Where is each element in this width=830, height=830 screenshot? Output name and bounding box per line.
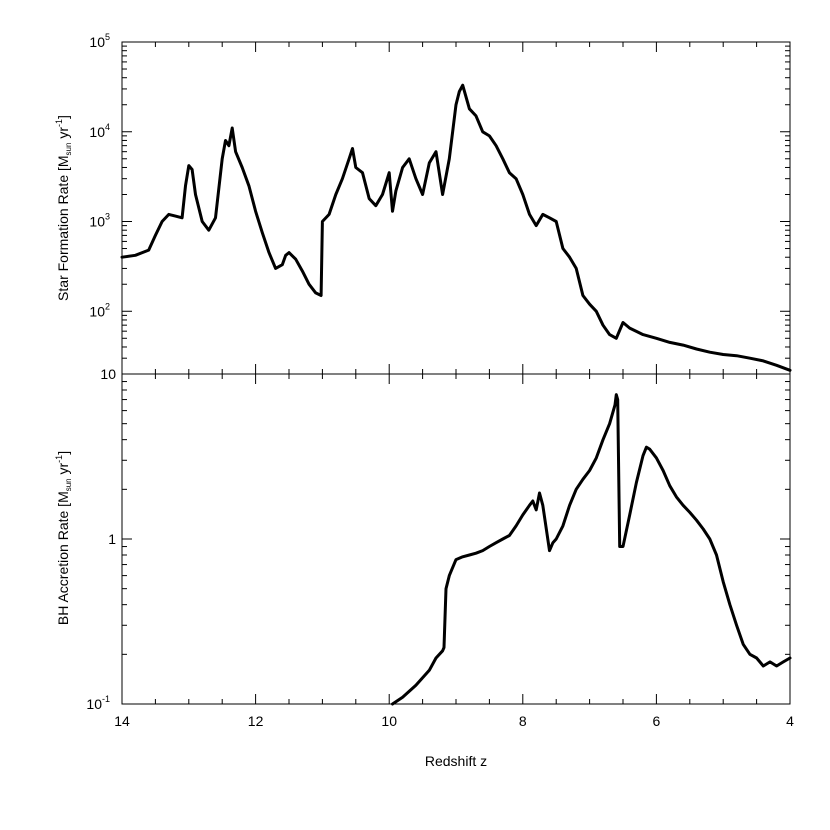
bh-y-tick-label: 10-1 (86, 694, 110, 712)
bh-y-tick-label: 10 (100, 366, 116, 382)
sfr-y-tick-label: 105 (89, 32, 110, 50)
bh-y-axis-label: BH Accretion Rate [Msun yr-1] (54, 451, 73, 625)
bh-plot-frame (121, 373, 791, 705)
sfr-y-axis-label: Star Formation Rate [Msun yr-1] (54, 115, 73, 301)
bh-y-ticks: 10-1 1 10 (86, 366, 790, 712)
x-tick-label: 14 (114, 713, 130, 729)
sfr-x-ticks (121, 42, 791, 374)
bh-x-ticks: 14 12 10 8 6 4 (114, 374, 794, 729)
x-tick-label: 10 (381, 713, 397, 729)
x-tick-label: 12 (248, 713, 264, 729)
bh-panel: 14 12 10 8 6 4 10-1 1 10 BH Accretion Rate [Msu… (54, 366, 794, 769)
sfr-y-tick-label: 104 (89, 122, 110, 140)
x-axis-label: Redshift z (425, 753, 487, 769)
sfr-series-line (120, 83, 792, 372)
sfr-plot-frame (121, 41, 791, 375)
sfr-y-tick-label: 102 (89, 301, 110, 319)
sfr-y-tick-label: 103 (89, 212, 110, 230)
bh-series-line (391, 393, 792, 706)
bh-y-tick-label: 1 (108, 531, 116, 547)
x-tick-label: 8 (519, 713, 527, 729)
sfr-y-ticks: 102 103 104 105 (89, 32, 790, 375)
x-tick-label: 4 (786, 713, 794, 729)
sfr-panel: 102 103 104 105 Star Formation Rate [Msun y… (54, 32, 792, 375)
x-tick-label: 6 (653, 713, 661, 729)
